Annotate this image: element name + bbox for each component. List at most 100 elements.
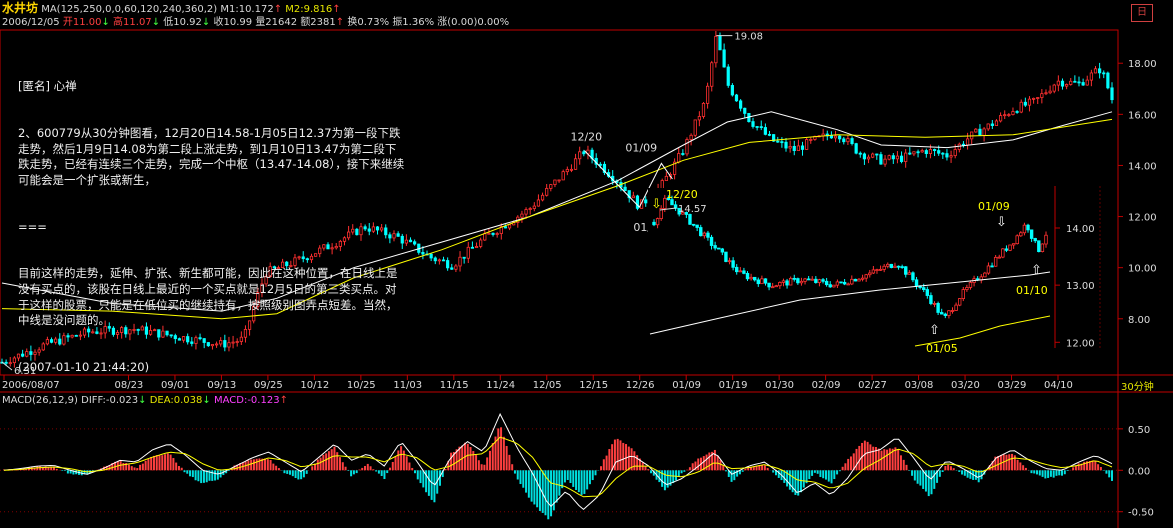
candle-body [219,340,223,345]
macd-dea: DEA:0.038 [149,395,203,406]
note-timestamp: (2007-01-10 21:44:20) [18,359,150,374]
wave-label-0109: 01/09 [625,141,657,154]
inset-candle-body [1044,234,1048,245]
inset-candle-body [745,272,750,280]
candle-body [157,329,161,338]
candle-body [375,226,380,231]
candle-body [1019,101,1023,113]
candle-body [734,94,739,102]
inset-candle-body [893,265,897,268]
price-tick-label: 16.00 [1128,110,1157,121]
candle-body [635,195,640,209]
candle-body [805,139,809,150]
inset-candle-body [717,247,721,250]
candle-body [454,265,458,270]
inset-candle-body [864,274,868,279]
candle-body [474,245,479,248]
candle-body [895,155,900,160]
candle-body [305,258,309,261]
inset-candle-body [907,272,912,275]
inset-candle-body [792,277,796,280]
candle-body [664,175,668,181]
candle-body [937,150,941,154]
inset-candle-body [666,197,671,201]
close-price: 收10.99 [213,17,253,28]
down-arrow-icon: ↓ [201,17,211,28]
candle-body [953,149,957,157]
inset-candle-body [904,266,908,275]
inset-candle-body [882,265,886,270]
inset-candle-body [699,227,703,237]
inset-candle-body [1033,238,1037,242]
candle-body [33,351,37,355]
inset-label-0110: 01/10 [1016,284,1048,297]
candle-body [528,208,532,210]
candle-body [1065,84,1069,87]
note-paragraph-1: 2、600779从30分钟图看，12月20日14.58-1月05日12.37为第… [18,125,405,187]
candle-body [623,186,627,191]
candle-body [858,152,862,155]
candle-body [483,233,487,241]
inset-candle-body [968,282,973,288]
candle-body [685,139,689,155]
candle-body [912,151,916,155]
inset-candle-body [1019,232,1023,237]
ma-line-white [1,111,1113,312]
inset-candle-body [900,266,904,269]
inset-candle-body [886,263,890,267]
candle-body [487,232,491,235]
inset-label-0105: 01/05 [926,342,958,355]
macd-tick-label: 0.00 [1128,466,1150,477]
inset-tick-label: 14.00 [1066,224,1095,235]
inset-candle-body [1008,244,1012,251]
candle-body [846,138,850,143]
inset-candle-body [663,197,667,209]
candle-body [540,194,545,201]
candle-body [1110,87,1114,101]
inset-candle-body [727,260,732,263]
up-arrow-icon: ↑ [273,4,283,15]
candle-body [854,143,858,154]
candle-body [78,334,83,337]
candle-body [132,329,136,331]
date-tick-label: 09/25 [254,380,283,391]
candle-body [450,267,454,270]
candle-body [314,253,318,257]
inset-candle-body [850,278,854,285]
inset-candle-body [993,256,998,267]
candle-body [173,335,177,340]
date-tick-label: 09/01 [161,380,190,391]
inset-candle-body [835,281,840,286]
candle-body [1069,80,1073,85]
m2-value: M2:9.816 [285,4,333,15]
inset-candle-body [752,276,757,281]
candle-body [1031,97,1036,100]
inset-candle-body [713,245,717,249]
candle-body [792,145,796,151]
candle-body [871,153,875,158]
candle-body [355,228,359,236]
candle-body [693,119,697,136]
candle-body [190,341,194,344]
candle-body [252,306,256,322]
day-period-button[interactable]: 日 [1131,4,1153,22]
inset-candle-body [799,280,804,284]
down-arrow-icon: ↓ [202,395,211,406]
candle-body [920,150,924,153]
inset-candle-body [868,272,872,276]
candle-body [1085,79,1089,86]
candle-body [338,240,342,247]
candle-body [103,326,107,334]
candle-body [689,134,693,140]
candle-body [62,335,66,345]
inset-candle-body [1004,248,1009,251]
candle-body [318,247,322,255]
inset-candle-body [1040,243,1045,253]
candle-body [986,123,990,130]
inset-candle-body [828,284,832,288]
date-tick-label: 04/10 [1044,380,1073,391]
down-arrow-icon: ↓ [151,17,161,28]
inset-label-1220: 12/20 [666,188,698,201]
period-label[interactable]: 30分钟 [1121,382,1154,393]
